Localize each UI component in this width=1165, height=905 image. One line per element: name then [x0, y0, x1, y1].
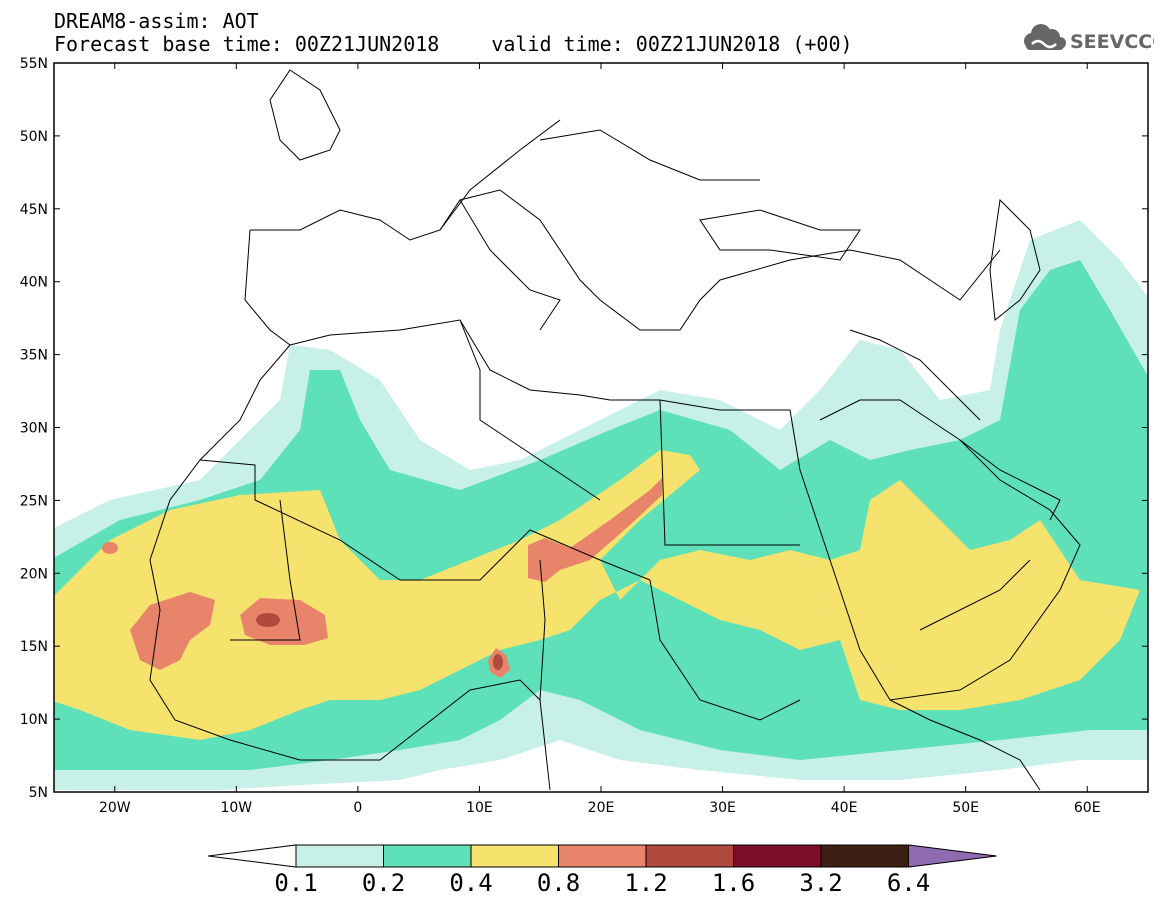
aot-patch-0-8-west — [130, 592, 215, 670]
border-middle-east — [849, 329, 981, 421]
lat-tick-label: 5N — [29, 785, 48, 801]
logo-text: SEEVCCC — [1070, 31, 1154, 53]
colorbar-label: 3.2 — [799, 869, 842, 897]
colorbar: 0.1 0.2 0.4 0.8 1.2 1.6 3.2 6.4 — [207, 844, 997, 897]
lat-tick-label: 30N — [20, 421, 48, 437]
coastline-europe — [250, 189, 1001, 331]
colorbar-label: 0.2 — [362, 869, 405, 897]
time-info: Forecast base time: 00Z21JUN2018 valid ti… — [54, 33, 853, 55]
lat-tick-label: 40N — [20, 275, 48, 291]
aot-patch-0-8-mali — [240, 598, 328, 645]
colorbar-segment — [383, 844, 472, 868]
coastline-uk — [269, 69, 341, 161]
border-sahel-1 — [539, 559, 546, 701]
colorbar-label: 6.4 — [887, 869, 930, 897]
border-arabia — [919, 559, 1031, 631]
coastline-caspian — [989, 198, 1041, 321]
lat-tick-label: 25N — [20, 493, 48, 509]
colorbar-segment — [645, 844, 734, 868]
lon-tick-label: 50E — [952, 800, 979, 816]
border-sahel-2 — [649, 579, 801, 721]
valid-time: valid time: 00Z21JUN2018 (+00) — [491, 32, 853, 56]
lat-tick-label: 15N — [20, 639, 48, 655]
axis-ticks: 55N 50N 45N 40N 35N 30N 25N 20N 15N 10N 5N 20W 10W 0 1… — [20, 56, 1148, 816]
border-europe-1 — [539, 129, 760, 181]
aot-patch-0-8-small — [102, 542, 118, 554]
coastlines — [149, 69, 1081, 791]
colorbar-segment — [733, 844, 822, 868]
lon-tick-label: 40E — [831, 800, 858, 816]
lon-tick-label: 20W — [99, 800, 131, 816]
border-saharan-4 — [659, 399, 800, 546]
lat-tick-label: 50N — [20, 129, 48, 145]
colorbar-segment — [295, 844, 384, 868]
border-saharan-3 — [459, 319, 601, 501]
colorbar-segment — [558, 844, 647, 868]
lon-tick-label: 0 — [353, 800, 362, 816]
border-saharan-1 — [199, 459, 401, 581]
border-saharan-5 — [400, 529, 651, 581]
coastline-mediterranean-south — [289, 319, 790, 411]
lat-tick-label: 45N — [20, 202, 48, 218]
aot-field — [54, 220, 1148, 790]
colorbar-segment — [470, 844, 559, 868]
coastline-black-sea — [699, 209, 861, 261]
lat-tick-label: 20N — [20, 566, 48, 582]
aot-core-nigeria — [493, 654, 503, 670]
lon-tick-label: 10W — [220, 800, 252, 816]
colorbar-under-arrow — [207, 844, 297, 868]
aot-patch-0-8-chad-libya — [528, 478, 662, 582]
border-europe-2 — [439, 119, 561, 231]
forecast-base-time: Forecast base time: 00Z21JUN2018 — [54, 32, 440, 56]
lat-tick-label: 10N — [20, 712, 48, 728]
colorbar-label: 0.1 — [274, 869, 317, 897]
lon-tick-label: 30E — [709, 800, 736, 816]
aot-core-mali — [256, 613, 280, 627]
colorbar-label: 0.8 — [537, 869, 580, 897]
aot-band-0-4 — [54, 450, 1140, 740]
lon-tick-label: 10E — [466, 800, 493, 816]
coastline-iberia — [244, 229, 291, 346]
border-saharan-2 — [230, 499, 301, 641]
coastline-red-sea — [789, 399, 1081, 701]
map-title: DREAM8-assim: AOT — [54, 9, 259, 33]
coastline-africa-west — [149, 344, 551, 791]
coastline-italy — [459, 199, 561, 331]
colorbar-segment — [820, 844, 909, 868]
lon-tick-label: 60E — [1074, 800, 1101, 816]
lat-tick-label: 35N — [20, 348, 48, 364]
lon-tick-label: 20E — [588, 800, 615, 816]
colorbar-label: 0.4 — [449, 869, 492, 897]
colorbar-over-arrow — [908, 844, 997, 868]
coastline-persian-gulf — [959, 439, 1061, 521]
colorbar-label: 1.6 — [712, 869, 755, 897]
cloud-icon — [1024, 24, 1066, 50]
lat-tick-label: 55N — [20, 56, 48, 72]
seevccc-logo: SEEVCCC — [1024, 24, 1154, 53]
coastline-east-africa — [889, 699, 1041, 791]
colorbar-label: 1.2 — [624, 869, 667, 897]
